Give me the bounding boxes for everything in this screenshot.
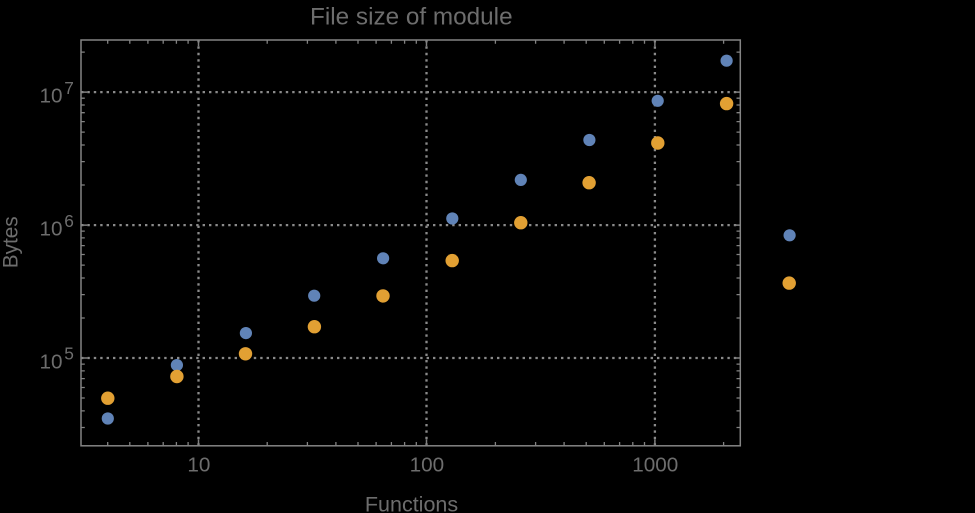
svg-text:10: 10	[39, 350, 62, 373]
svg-text:10: 10	[39, 85, 62, 108]
svg-text:Bytes: Bytes	[0, 216, 23, 268]
svg-text:10: 10	[39, 218, 62, 241]
svg-text:100: 100	[410, 453, 445, 476]
svg-text:5: 5	[64, 344, 74, 364]
svg-text:6: 6	[64, 211, 74, 231]
svg-text:Functions: Functions	[365, 493, 458, 513]
svg-text:10: 10	[187, 453, 210, 476]
svg-text:7: 7	[64, 78, 74, 98]
svg-text:File size of module: File size of module	[310, 4, 513, 31]
svg-text:1000: 1000	[632, 453, 678, 476]
